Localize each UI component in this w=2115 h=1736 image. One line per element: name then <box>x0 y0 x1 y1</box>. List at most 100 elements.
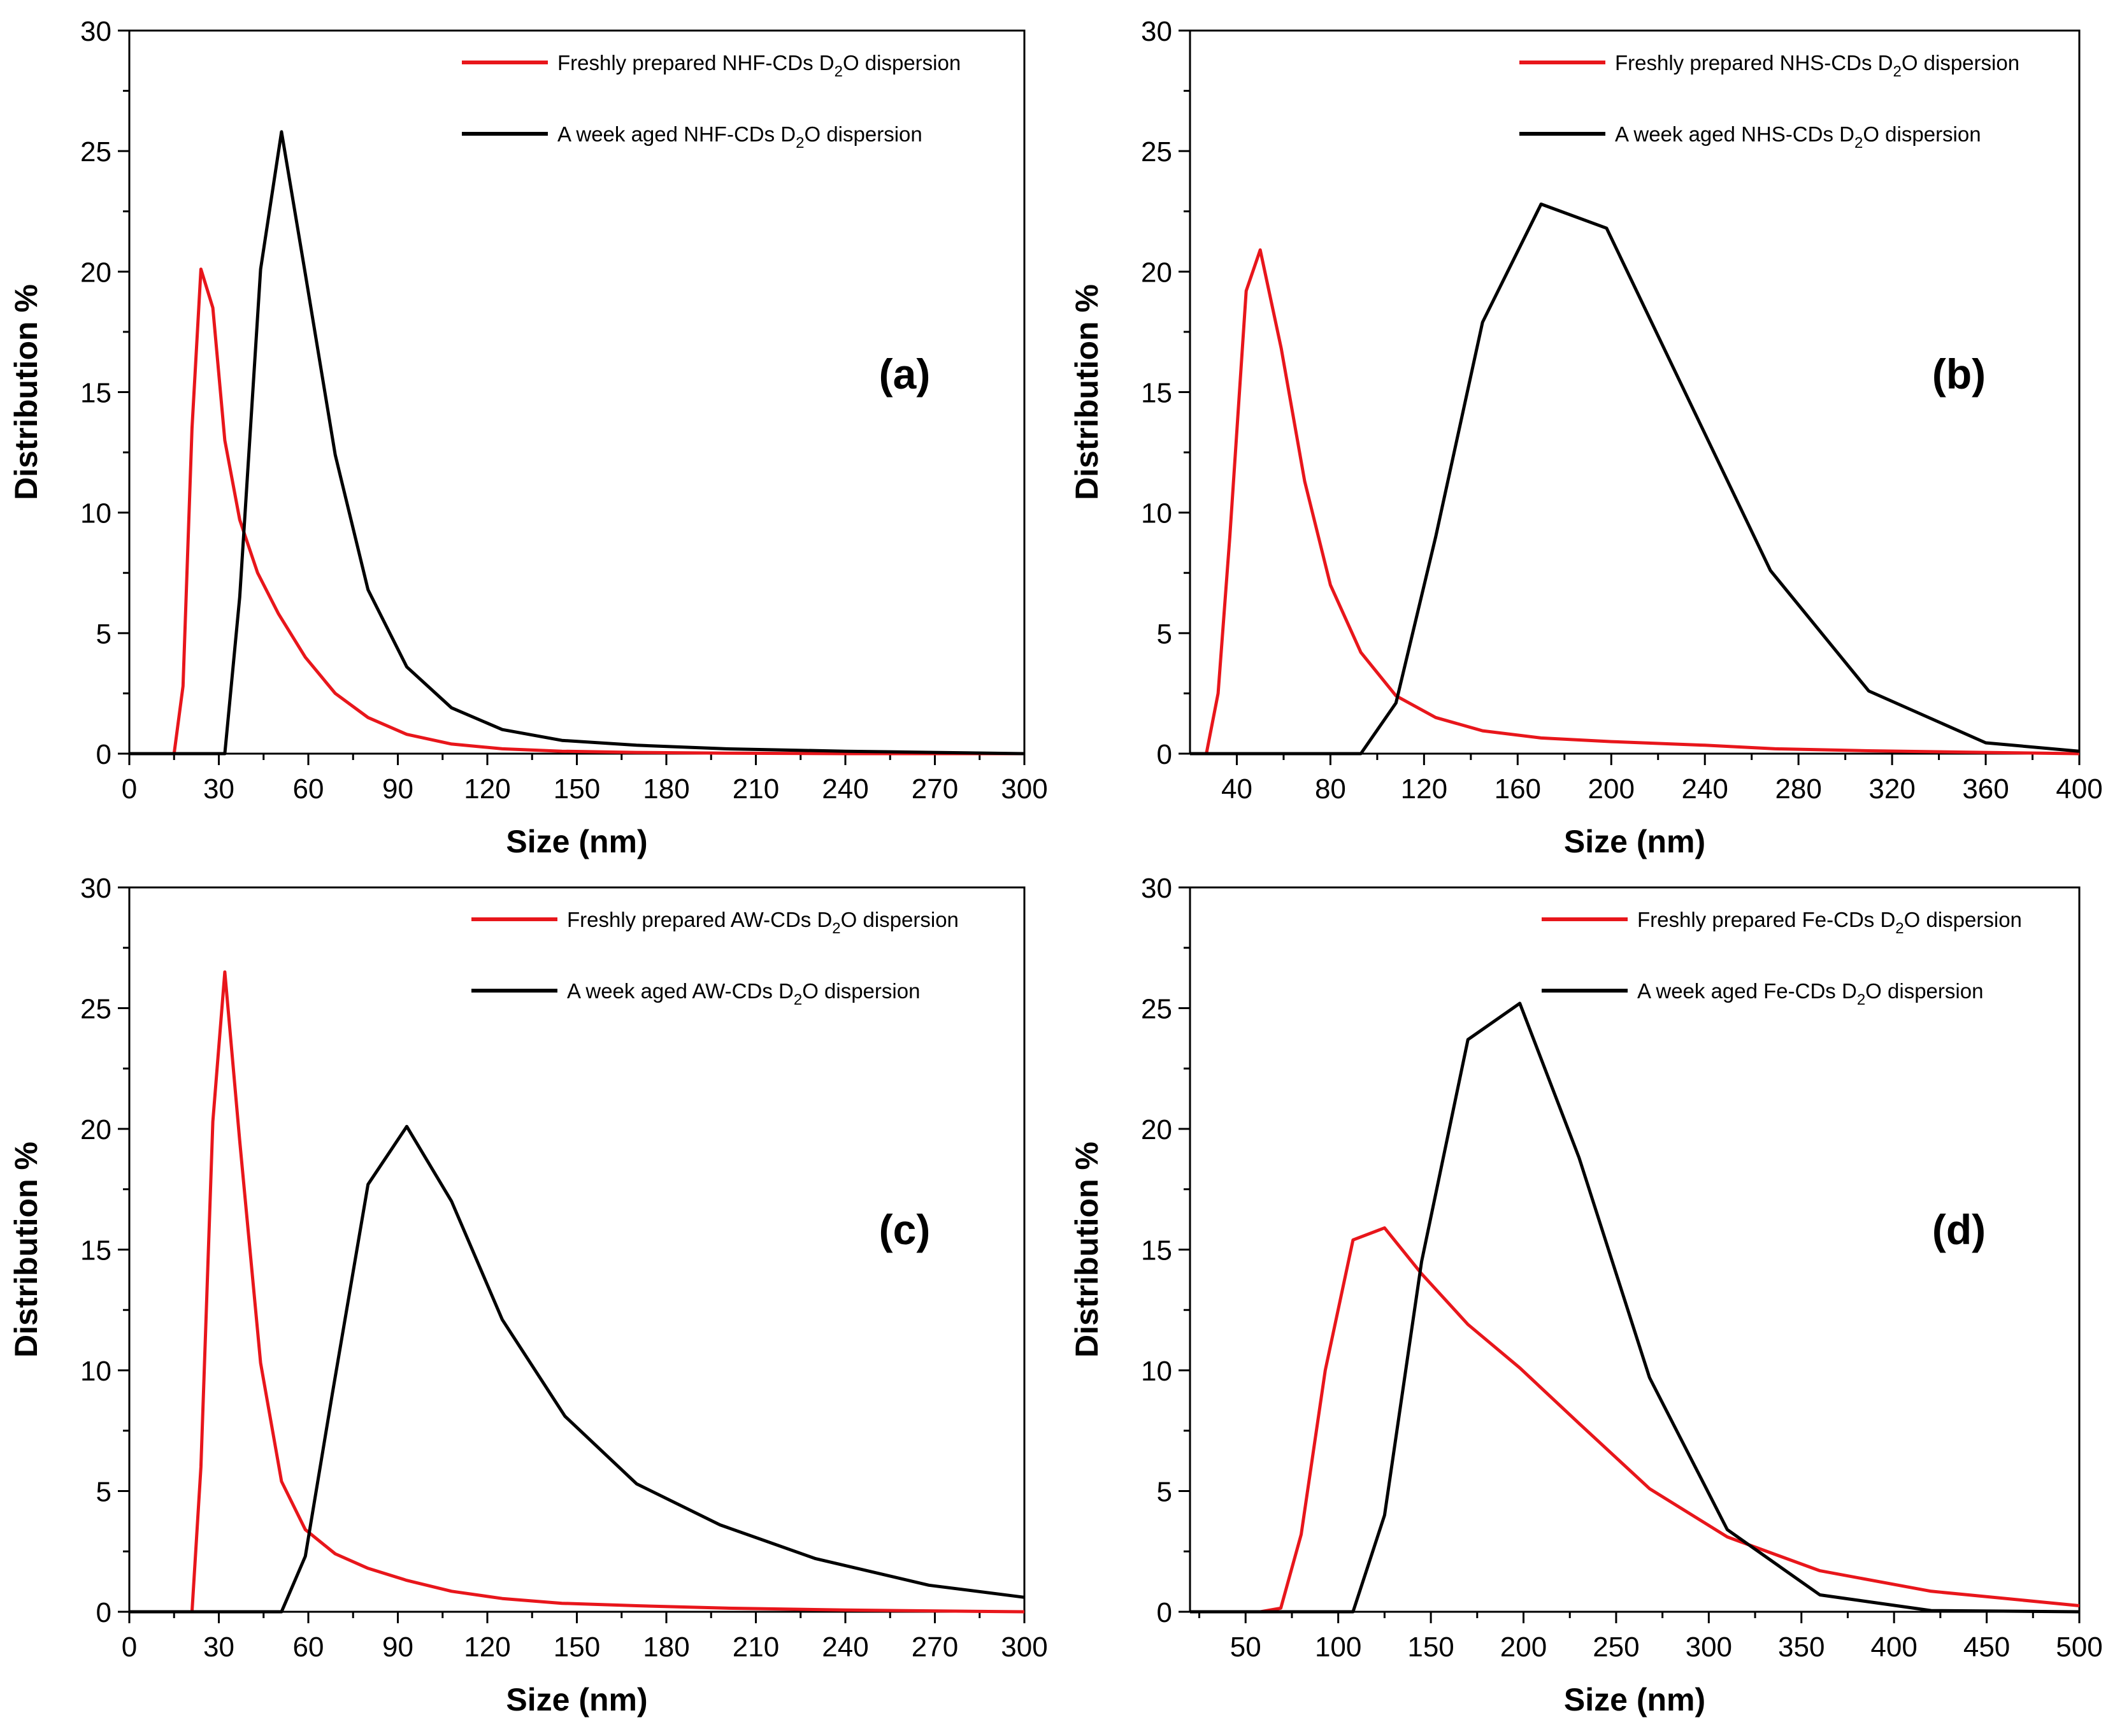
y-tick-label: 10 <box>80 1356 111 1387</box>
x-tick-label: 200 <box>1588 773 1635 805</box>
legend-text-main: Freshly prepared NHS-CDs D <box>1615 51 1893 75</box>
x-tick-label: 40 <box>1221 773 1252 805</box>
x-tick-label: 90 <box>382 1632 413 1663</box>
y-tick-label: 15 <box>80 378 111 409</box>
series-line-fresh <box>172 268 1024 756</box>
legend-text-subscript: 2 <box>1893 63 1901 80</box>
panel-label: (b) <box>1932 350 1986 398</box>
legend-entry: A week aged AW-CDs D2O dispersion <box>567 979 920 1008</box>
x-tick-label: 300 <box>1001 773 1047 805</box>
y-tick-label: 25 <box>80 994 111 1025</box>
chart-panel-a: 0 30 60 90 120 150 180 210 240 270 300 0 5 10 15 20 25 30… <box>8 16 1048 859</box>
legend-entry: A week aged NHF-CDs D2O dispersion <box>557 122 922 152</box>
legend-text-suffix: O dispersion <box>1863 122 1981 146</box>
y-tick-label: 10 <box>1141 1356 1172 1387</box>
y-axis-title: Distribution % <box>8 284 44 500</box>
x-tick-label: 30 <box>203 773 234 805</box>
y-tick-label: 20 <box>1141 1114 1172 1145</box>
series-line-aged <box>1190 1001 2080 1614</box>
x-tick-label: 150 <box>1407 1632 1454 1663</box>
y-tick-label: 15 <box>1141 378 1172 409</box>
x-tick-label: 210 <box>733 773 779 805</box>
legend-text-main: A week aged NHS-CDs D <box>1615 122 1854 146</box>
chart-panel-c: 0 30 60 90 120 150 180 210 240 270 300 0 5 10 15 20 25 30… <box>8 873 1048 1718</box>
x-tick-label: 210 <box>733 1632 779 1663</box>
chart-panel-b: 40 80 120 160 200 240 280 320 360 400 0 5 10 15 20 25 30… <box>1069 16 2103 859</box>
x-tick-label: 160 <box>1495 773 1541 805</box>
x-tick-label: 300 <box>1686 1632 1732 1663</box>
y-tick-label: 0 <box>96 1597 111 1628</box>
y-tick-label: 20 <box>1141 257 1172 288</box>
legend-text-suffix: O dispersion <box>1865 979 1983 1003</box>
legend-text-subscript: 2 <box>1857 991 1865 1008</box>
chart-panel-d: 50 100 150 200 250 300 350 400 450 500 0 5 10 15 20 25 3… <box>1069 873 2103 1718</box>
legend-text-main: Freshly prepared AW-CDs D <box>567 908 832 931</box>
x-tick-label: 30 <box>203 1632 234 1663</box>
x-axis-title: Size (nm) <box>1564 1682 1705 1718</box>
y-tick-label: 30 <box>80 873 111 904</box>
legend-text-suffix: O dispersion <box>841 908 959 931</box>
y-tick-label: 20 <box>80 257 111 288</box>
y-tick-label: 15 <box>80 1235 111 1266</box>
y-tick-label: 15 <box>1141 1235 1172 1266</box>
y-tick-label: 5 <box>96 619 111 650</box>
x-tick-label: 400 <box>1870 1632 1917 1663</box>
x-tick-label: 270 <box>912 773 958 805</box>
y-tick-label: 0 <box>96 739 111 770</box>
legend-text-main: A week aged AW-CDs D <box>567 979 794 1003</box>
series-group <box>1190 1001 2080 1614</box>
legend-text-subscript: 2 <box>794 991 802 1008</box>
legend-text-main: A week aged NHF-CDs D <box>557 122 796 146</box>
legend-text-subscript: 2 <box>1895 920 1904 937</box>
x-tick-label: 270 <box>912 1632 958 1663</box>
x-tick-label: 200 <box>1500 1632 1547 1663</box>
x-tick-label: 350 <box>1778 1632 1825 1663</box>
legend-text-subscript: 2 <box>835 63 843 80</box>
legend-entry: A week aged Fe-CDs D2O dispersion <box>1637 979 1983 1008</box>
y-axis-title: Distribution % <box>8 1142 44 1358</box>
legend-text-subscript: 2 <box>832 920 840 937</box>
x-tick-label: 0 <box>122 1632 137 1663</box>
panel-label: (c) <box>879 1206 931 1253</box>
legend-text-suffix: O dispersion <box>1904 908 2022 931</box>
legend-text-subscript: 2 <box>796 134 804 152</box>
x-tick-label: 180 <box>643 773 689 805</box>
y-tick-label: 25 <box>1141 994 1172 1025</box>
series-line-aged <box>129 1124 1025 1614</box>
legend-entry: Freshly prepared Fe-CDs D2O dispersion <box>1637 908 2022 937</box>
x-tick-label: 360 <box>1962 773 2009 805</box>
y-axis-title: Distribution % <box>1069 1142 1105 1358</box>
x-tick-label: 50 <box>1230 1632 1261 1663</box>
y-tick-label: 0 <box>1157 1597 1172 1628</box>
legend-text-main: A week aged Fe-CDs D <box>1637 979 1857 1003</box>
y-tick-label: 30 <box>80 16 111 47</box>
x-tick-label: 250 <box>1593 1632 1639 1663</box>
x-tick-label: 180 <box>643 1632 689 1663</box>
x-tick-label: 100 <box>1315 1632 1361 1663</box>
legend-text-subscript: 2 <box>1854 134 1863 152</box>
x-tick-label: 300 <box>1001 1632 1047 1663</box>
series-group <box>1190 202 2080 756</box>
y-tick-label: 5 <box>1157 1477 1172 1508</box>
legend-entry: Freshly prepared AW-CDs D2O dispersion <box>567 908 959 937</box>
x-tick-label: 150 <box>554 1632 600 1663</box>
series-line-fresh <box>129 970 1025 1614</box>
x-tick-label: 450 <box>1963 1632 2010 1663</box>
legend-text-main: Freshly prepared NHF-CDs D <box>557 51 835 75</box>
x-axis-title: Size (nm) <box>1564 824 1705 859</box>
x-tick-label: 90 <box>382 773 413 805</box>
x-tick-label: 280 <box>1775 773 1821 805</box>
legend-entry: Freshly prepared NHF-CDs D2O dispersion <box>557 51 961 80</box>
y-tick-label: 5 <box>1157 619 1172 650</box>
series-line-fresh <box>1190 1226 2080 1614</box>
y-tick-label: 25 <box>80 136 111 168</box>
x-tick-label: 60 <box>293 1632 324 1663</box>
x-tick-label: 0 <box>122 773 137 805</box>
legend-entry: A week aged NHS-CDs D2O dispersion <box>1615 122 1981 152</box>
y-tick-label: 20 <box>80 1114 111 1145</box>
series-line-fresh <box>1205 248 2080 756</box>
x-tick-label: 80 <box>1315 773 1346 805</box>
y-tick-label: 10 <box>1141 498 1172 529</box>
panel-label: (a) <box>879 350 931 398</box>
